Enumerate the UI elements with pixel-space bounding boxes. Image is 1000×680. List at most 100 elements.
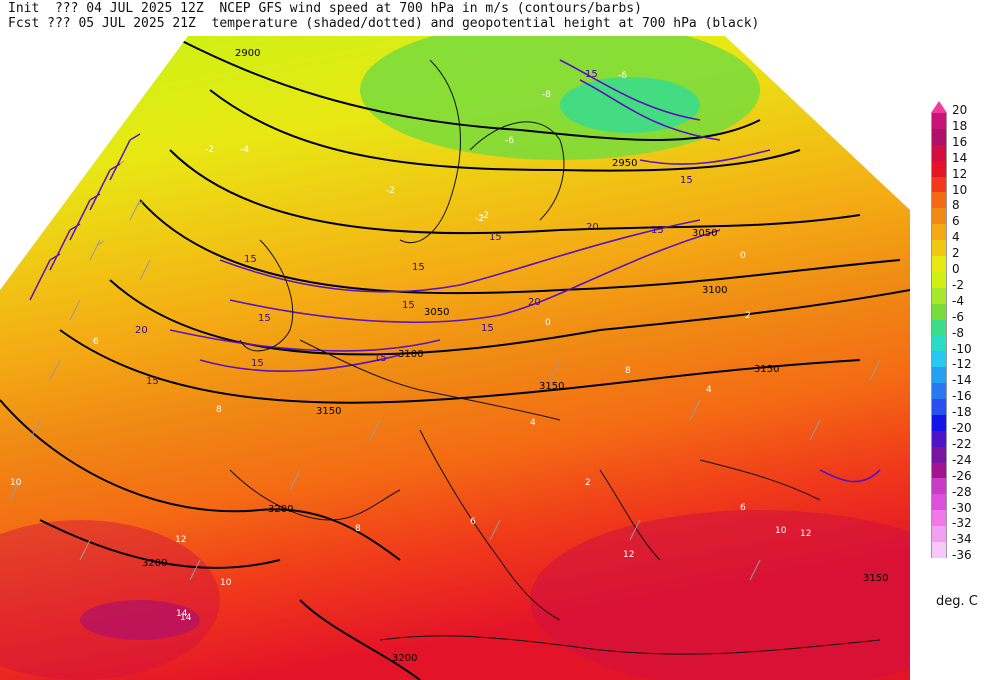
height-label: 2900 (235, 48, 260, 59)
color-bar-tick: -4 (952, 293, 964, 308)
height-label: 3050 (692, 228, 717, 239)
color-bar-tick: -18 (952, 405, 972, 420)
svg-text:8: 8 (355, 524, 361, 534)
svg-text:15: 15 (489, 232, 502, 243)
color-bar-tick: 8 (952, 198, 960, 213)
color-bar-swatch (931, 367, 947, 384)
svg-text:15: 15 (251, 358, 264, 369)
color-bar-tick: -30 (952, 500, 972, 515)
color-bar-swatch (931, 399, 947, 415)
svg-text:8: 8 (216, 405, 222, 415)
height-label: 3100 (702, 285, 727, 296)
color-bar-tick: -24 (952, 452, 972, 467)
height-label: 3150 (863, 573, 888, 584)
svg-text:15: 15 (585, 69, 598, 80)
height-label: 3050 (424, 307, 449, 318)
svg-text:15: 15 (374, 353, 387, 364)
color-bar-swatch (931, 208, 947, 225)
color-bar-swatch (931, 351, 947, 368)
color-bar-swatch (931, 224, 947, 241)
color-bar-tick: -36 (952, 548, 972, 563)
color-bar-tick: -28 (952, 484, 972, 499)
svg-text:10: 10 (10, 478, 22, 488)
color-bar-tick: 0 (952, 262, 960, 276)
height-labels: 2900 2950 3050 3100 3150 3200 3050 3100 … (142, 48, 888, 664)
svg-text:10: 10 (775, 526, 787, 536)
svg-text:-2: -2 (386, 186, 395, 196)
color-bar-swatch (931, 128, 947, 145)
unit-label: deg. C (936, 594, 978, 609)
color-bar-swatch (931, 510, 947, 527)
svg-text:-2: -2 (205, 145, 214, 155)
header-line-1: Init ??? 04 JUL 2025 12Z NCEP GFS wind s… (8, 1, 642, 16)
svg-text:2: 2 (745, 311, 751, 321)
height-label: 3200 (142, 558, 167, 569)
cool-region (360, 36, 760, 160)
height-label: 3150 (539, 381, 564, 392)
svg-text:12: 12 (175, 535, 186, 545)
color-bar-tick: 18 (952, 118, 968, 133)
color-bar-swatch (931, 478, 947, 495)
color-bar-swatch (931, 271, 947, 288)
svg-text:-8: -8 (542, 90, 551, 100)
color-bar-swatch (931, 287, 947, 304)
color-bar-swatch (931, 144, 947, 161)
svg-text:-4: -4 (240, 145, 249, 155)
color-bar-tick: -26 (952, 468, 972, 483)
svg-text:0: 0 (740, 251, 746, 261)
svg-text:20: 20 (135, 325, 148, 336)
svg-text:-6: -6 (618, 71, 627, 81)
svg-text:2: 2 (585, 478, 591, 488)
svg-text:15: 15 (146, 376, 159, 387)
height-label: 3100 (398, 349, 423, 360)
svg-text:14: 14 (180, 613, 192, 623)
color-bar-tick: 6 (952, 214, 960, 229)
height-label: 3150 (754, 364, 779, 375)
color-bar-swatch (931, 335, 947, 352)
weather-map: 2900 2950 3050 3100 3150 3200 3050 3100 … (0, 36, 910, 680)
svg-text:8: 8 (625, 366, 631, 376)
color-bar-swatch (931, 446, 947, 463)
wind-labels: 15 15 15 15 15 15 20 20 15 15 15 15 15 2… (135, 69, 693, 387)
color-bar-tick: 10 (952, 182, 968, 197)
color-bar-tick: -10 (952, 341, 972, 356)
color-bar-tick: -20 (952, 421, 972, 435)
color-bar-tick: -12 (952, 357, 972, 372)
color-bar-tick: -16 (952, 389, 972, 404)
svg-text:15: 15 (651, 225, 664, 236)
color-bar-tick: -6 (952, 309, 964, 324)
coastlines (229, 59, 881, 655)
color-bar-tick: 4 (952, 230, 960, 245)
height-label: 3200 (268, 504, 293, 515)
color-bar-tick: -2 (952, 277, 964, 292)
color-bar-swatch (931, 113, 947, 129)
color-bar-swatch (931, 526, 947, 543)
height-label: 2950 (612, 158, 637, 169)
wind-contours (169, 59, 881, 483)
warm-region-se (530, 510, 910, 680)
color-bar-arrow (931, 101, 947, 113)
color-bar-swatch (931, 240, 947, 257)
svg-text:6: 6 (740, 503, 746, 513)
color-bar-swatch (931, 160, 947, 177)
svg-text:12: 12 (623, 550, 634, 560)
color-bar-swatch (931, 256, 947, 272)
color-bar-tick: -8 (952, 325, 964, 340)
svg-text:6: 6 (93, 337, 99, 347)
height-label: 3150 (316, 406, 341, 417)
color-bar-tick: 12 (952, 166, 968, 181)
svg-text:10: 10 (220, 578, 232, 588)
svg-text:0: 0 (545, 318, 551, 328)
color-bar (931, 101, 947, 558)
svg-text:12: 12 (800, 529, 811, 539)
color-bar-tick: -14 (952, 373, 972, 388)
color-bar-swatch (931, 176, 947, 193)
temperature-labels: -2 -4 -6 -8 -6 -2 -2 0 2 4 6 8 10 12 14 … (10, 71, 811, 623)
color-bar-swatch (931, 192, 947, 209)
header-line-2: Fcst ??? 05 JUL 2025 21Z temperature (sh… (8, 16, 760, 31)
svg-text:-2: -2 (480, 211, 489, 221)
svg-text:-6: -6 (505, 136, 514, 146)
svg-text:20: 20 (586, 222, 599, 233)
color-bar-swatch (931, 414, 947, 431)
strong-wind-barbs (29, 133, 141, 301)
